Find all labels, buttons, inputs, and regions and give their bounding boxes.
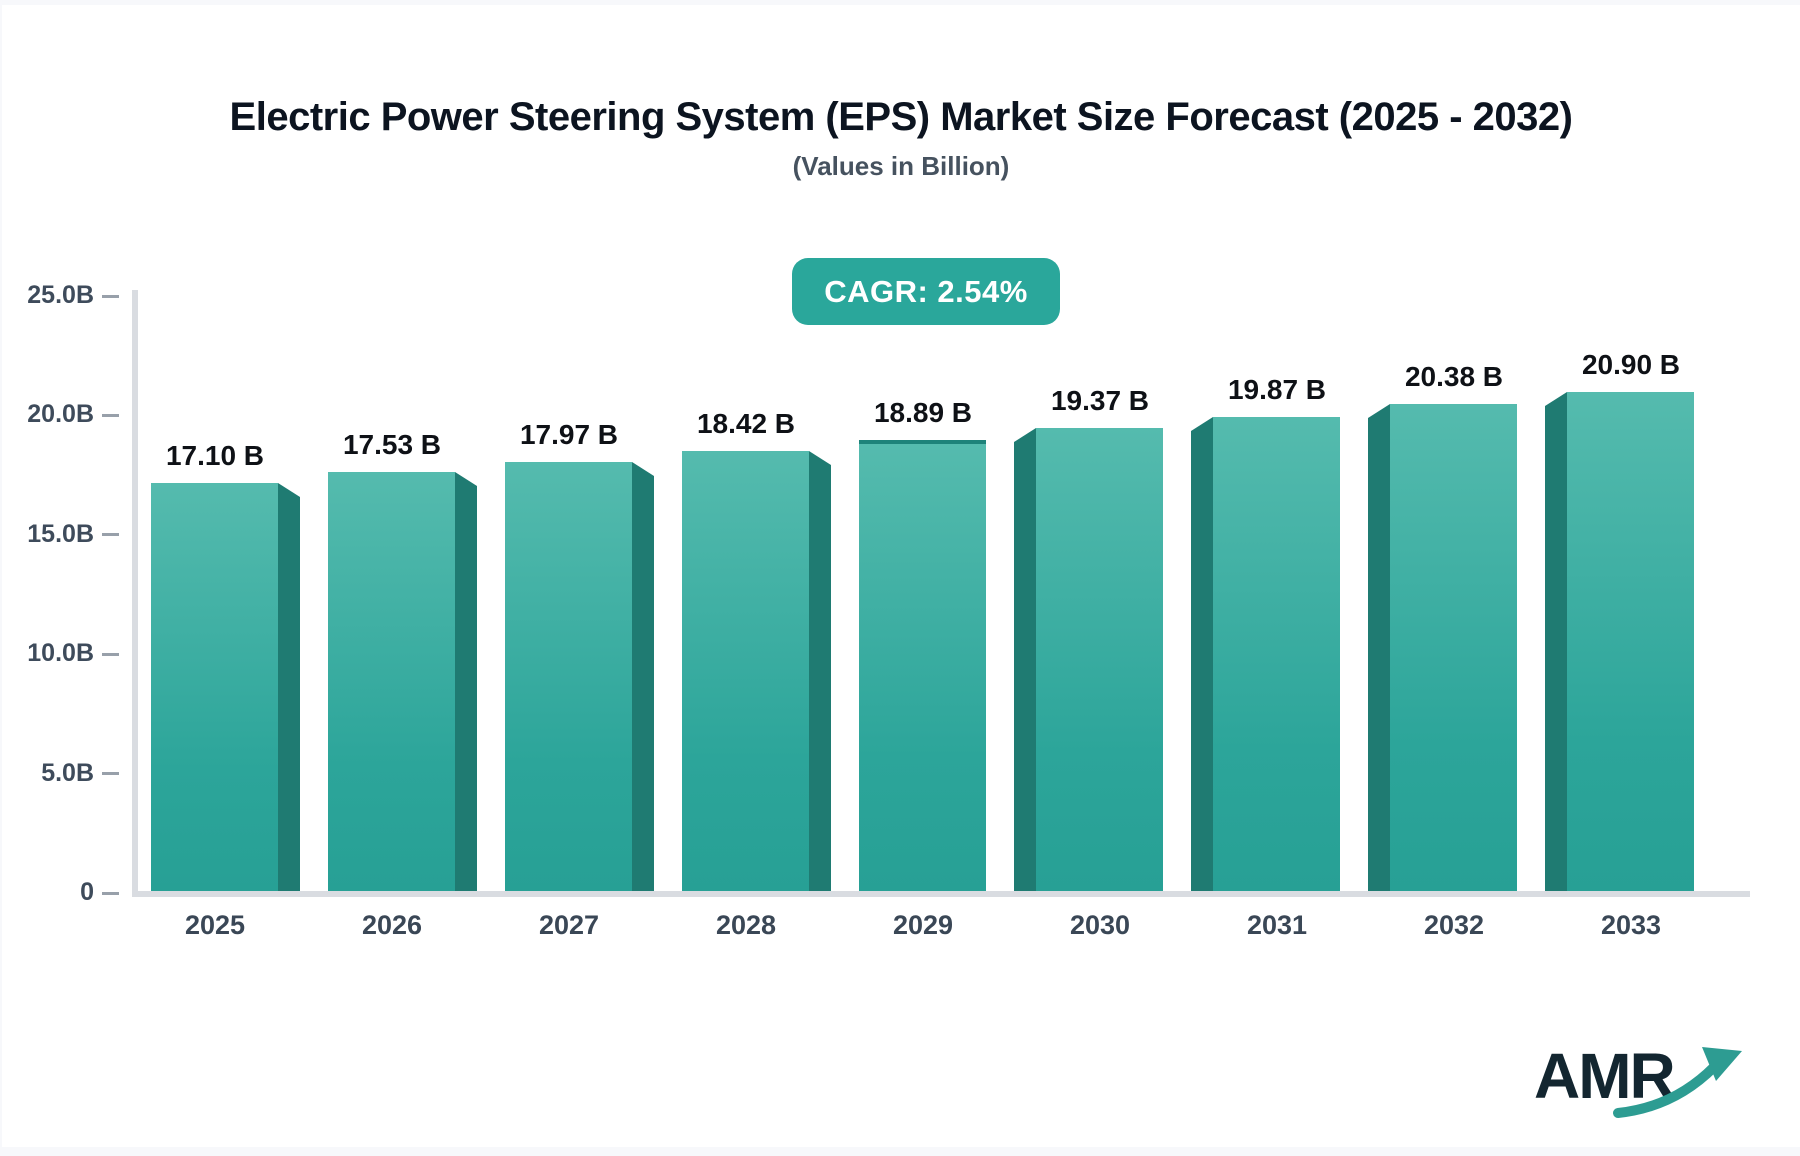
bar-value-label-2030: 19.37 B — [1050, 385, 1150, 416]
y-tick-label: 0 — [80, 878, 94, 906]
growth-arrow-icon — [1613, 1047, 1742, 1118]
bar-side-face-2028 — [809, 451, 831, 891]
bar-side-face-2033 — [1545, 392, 1567, 891]
bar-value-label-2025: 17.10 B — [165, 440, 265, 471]
bar-2033 — [1567, 392, 1694, 891]
bar-2029 — [859, 440, 986, 891]
bar-2027 — [505, 462, 632, 891]
bar-2028 — [682, 451, 809, 891]
bar-chart-plot: 25.0B 20.0B 15.0B 10.0B 5.0B 0 17.10 B 2025 17.5… — [2, 5, 1800, 1147]
x-axis-label-2029: 2029 — [892, 910, 954, 940]
x-axis-label-2027: 2027 — [538, 910, 600, 940]
bar-side-face-2031 — [1191, 417, 1213, 891]
y-tick-label: 10.0B — [27, 639, 94, 668]
y-tick-dash — [102, 891, 119, 895]
bar-side-face-2025 — [278, 483, 300, 891]
chart-card: Electric Power Steering System (EPS) Mar… — [2, 5, 1800, 1147]
x-axis-label-2032: 2032 — [1423, 910, 1485, 940]
cagr-badge: CAGR: 2.54% — [792, 258, 1060, 325]
x-axis-label-2030: 2030 — [1069, 910, 1131, 940]
chart-title: Electric Power Steering System (EPS) Mar… — [229, 95, 1573, 139]
y-tick-label: 15.0B — [27, 519, 94, 548]
y-tick-dash — [102, 413, 119, 417]
bar-value-label-2031: 19.87 B — [1227, 374, 1327, 405]
y-tick-label: 20.0B — [27, 400, 94, 429]
bar-2031 — [1213, 417, 1340, 891]
x-axis-baseline — [132, 891, 1750, 897]
bar-value-label-2026: 17.53 B — [342, 429, 442, 460]
y-tick-dash — [102, 294, 119, 298]
bar-side-face-2030 — [1014, 428, 1036, 891]
bar-side-face-2027 — [632, 462, 654, 891]
x-axis-label-2033: 2033 — [1600, 910, 1662, 940]
chart-subtitle: (Values in Billion) — [792, 151, 1010, 181]
bar-value-label-2027: 17.97 B — [519, 419, 619, 450]
bar-2025 — [151, 483, 278, 891]
bar-value-label-2028: 18.42 B — [696, 408, 796, 439]
bar-value-label-2032: 20.38 B — [1404, 361, 1504, 392]
cagr-badge-label: CAGR: 2.54% — [824, 273, 1028, 309]
y-tick-dash — [102, 772, 119, 776]
bar-2030 — [1036, 428, 1163, 891]
bar-side-face-2032 — [1368, 404, 1390, 891]
bar-side-face-2026 — [455, 472, 477, 891]
y-tick-label: 25.0B — [27, 281, 94, 309]
y-tick-dash — [102, 533, 119, 537]
x-axis-label-2026: 2026 — [361, 910, 423, 940]
y-tick-label: 5.0B — [41, 758, 94, 787]
y-tick-dash — [102, 652, 119, 656]
bar-2026 — [328, 472, 455, 891]
bar-2032 — [1390, 404, 1517, 891]
bar-value-label-2029: 18.89 B — [873, 397, 973, 428]
bar-value-label-2033: 20.90 B — [1581, 349, 1681, 380]
x-axis-label-2025: 2025 — [184, 910, 246, 940]
y-axis-line — [132, 290, 138, 897]
x-axis-label-2028: 2028 — [715, 910, 777, 940]
x-axis-label-2031: 2031 — [1246, 910, 1308, 940]
amr-logo-text: AMR — [1534, 1040, 1676, 1112]
amr-logo: AMR — [1534, 1039, 1754, 1119]
